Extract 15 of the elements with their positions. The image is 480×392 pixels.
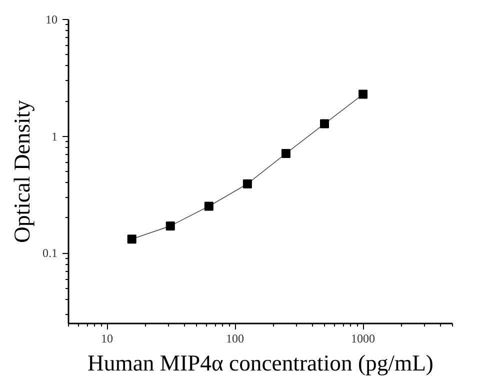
point <box>358 90 368 99</box>
point <box>166 221 175 230</box>
point <box>320 119 329 128</box>
y-tick-label: 10 <box>46 12 58 26</box>
x-tick-label: 100 <box>226 332 244 346</box>
point <box>127 234 136 244</box>
point <box>242 179 252 188</box>
y-tick-label: 0.1 <box>42 246 58 260</box>
point <box>281 148 290 158</box>
y-tick-label: 1 <box>52 129 58 144</box>
x-tick-label: 1000 <box>351 332 376 346</box>
point <box>204 202 214 211</box>
x-axis-title: Human MIP4α concentration (pg/mL) <box>88 350 434 376</box>
x-tick-label: 10 <box>101 332 114 346</box>
y-axis-title: Optical Density <box>10 99 34 243</box>
